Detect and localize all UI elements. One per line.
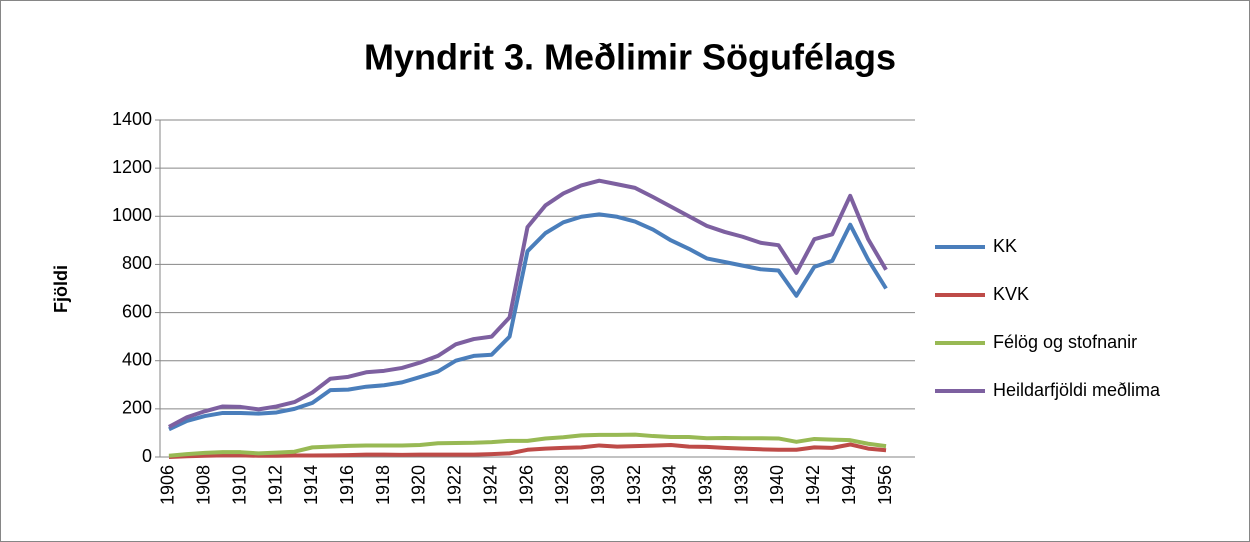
series-line: [168, 442, 887, 459]
y-axis-label: Fjöldi: [51, 265, 71, 313]
y-tick-label: 800: [122, 253, 152, 273]
x-tick-label: 1936: [696, 465, 716, 505]
x-tick-label: 1910: [229, 465, 249, 505]
y-tick-label: 400: [122, 349, 152, 369]
y-tick-label: 1400: [112, 109, 152, 129]
legend-label: KVK: [993, 284, 1029, 304]
x-tick-label: 1930: [588, 465, 608, 505]
chart-title: Myndrit 3. Meðlimir Sögufélags: [364, 37, 896, 78]
x-tick-label: 1934: [660, 465, 680, 505]
x-tick-label: 1932: [624, 465, 644, 505]
x-tick-label: 1938: [731, 465, 751, 505]
x-tick-label: 1912: [265, 465, 285, 505]
x-tick-label: 1940: [767, 465, 787, 505]
x-tick-label: 1924: [480, 465, 500, 505]
x-tick-label: 1920: [409, 465, 429, 505]
series-line: [168, 178, 888, 429]
legend-label: KK: [993, 236, 1017, 256]
x-tick-label: 1918: [373, 465, 393, 505]
legend-label: Heildarfjöldi meðlima: [993, 380, 1161, 400]
x-tick-label: 1944: [839, 465, 859, 505]
x-tick-label: 1922: [445, 465, 465, 505]
series-line: [168, 432, 887, 458]
y-tick-label: 1200: [112, 157, 152, 177]
x-tick-label: 1914: [301, 465, 321, 505]
y-tick-label: 0: [142, 446, 152, 466]
x-tick-label: 1906: [158, 465, 178, 505]
x-tick-label: 1916: [337, 465, 357, 505]
x-tick-label: 1956: [875, 465, 895, 505]
y-tick-label: 600: [122, 301, 152, 321]
x-tick-label: 1908: [194, 465, 214, 505]
y-tick-label: 1000: [112, 205, 152, 225]
x-tick-label: 1942: [803, 465, 823, 505]
series-line: [168, 212, 888, 432]
x-tick-label: 1926: [516, 465, 536, 505]
y-tick-label: 200: [122, 398, 152, 418]
legend-label: Félög og stofnanir: [993, 332, 1137, 352]
x-tick-label: 1928: [552, 465, 572, 505]
